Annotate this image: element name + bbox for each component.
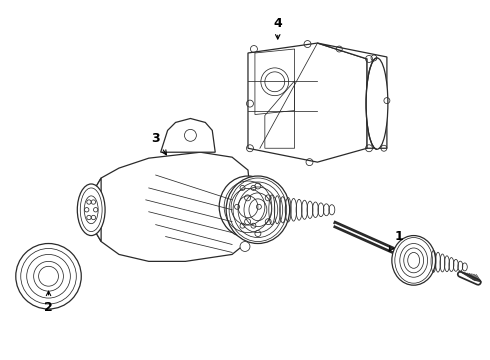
Text: 1: 1 bbox=[389, 230, 403, 251]
Polygon shape bbox=[248, 43, 367, 162]
Text: 3: 3 bbox=[151, 132, 167, 155]
Ellipse shape bbox=[16, 243, 81, 309]
Polygon shape bbox=[318, 43, 387, 148]
Text: 2: 2 bbox=[44, 291, 53, 314]
Ellipse shape bbox=[226, 176, 290, 243]
Ellipse shape bbox=[77, 184, 105, 235]
Circle shape bbox=[240, 242, 250, 251]
Ellipse shape bbox=[219, 176, 277, 238]
Ellipse shape bbox=[366, 58, 388, 149]
Polygon shape bbox=[161, 118, 215, 152]
Polygon shape bbox=[91, 152, 252, 261]
Ellipse shape bbox=[392, 235, 436, 285]
Polygon shape bbox=[79, 178, 101, 242]
Text: 4: 4 bbox=[273, 17, 282, 39]
